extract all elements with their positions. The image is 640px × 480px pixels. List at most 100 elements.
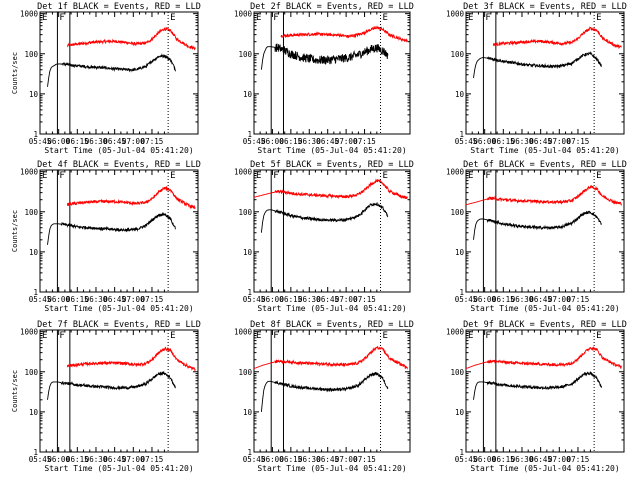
panel-title: Det 5f BLACK = Events, RED = LLD [250, 160, 414, 170]
y-tick-label: 100 [24, 50, 38, 59]
x-tick-label: 05:45 [243, 137, 266, 146]
x-tick-label: 06:45 [529, 295, 552, 304]
y-axis-label: Counts/sec [11, 370, 19, 412]
x-tick-label: 05:45 [455, 455, 478, 464]
y-axis-label: Counts/sec [11, 210, 19, 252]
x-tick-label: 07:00 [122, 455, 145, 464]
x-tick-label: 06:15 [66, 455, 89, 464]
x-tick-label: 06:45 [316, 137, 339, 146]
marker-label: F [485, 13, 490, 23]
x-tick-label: 07:00 [335, 455, 358, 464]
marker-label: E [42, 13, 47, 23]
marker-label: E [596, 331, 601, 341]
marker-label: F [59, 331, 64, 341]
x-tick-label: 05:45 [455, 137, 478, 146]
series-line-events [260, 371, 389, 412]
marker-label: E [468, 331, 473, 341]
marker-label: E [468, 13, 473, 23]
plot-frame [465, 11, 625, 135]
marker-label: F [59, 13, 64, 23]
x-tick-label: 05:45 [29, 295, 52, 304]
marker-label: E [170, 331, 175, 341]
marker-label: F [485, 331, 490, 341]
x-tick-label: 06:00 [473, 295, 496, 304]
y-tick-label: 10 [455, 248, 465, 257]
x-tick-label: 07:15 [141, 137, 164, 146]
y-tick-label: 100 [24, 208, 38, 217]
x-tick-label: 05:45 [29, 137, 52, 146]
x-tick-label: 06:15 [492, 137, 515, 146]
marker-label: E [256, 171, 261, 181]
x-axis-label: Start Time (05-Jul-04 05:41:20) [257, 146, 406, 155]
panel-title: Det 2f BLACK = Events, RED = LLD [250, 2, 414, 12]
x-tick-label: 06:30 [85, 137, 108, 146]
x-tick-label: 06:30 [511, 295, 534, 304]
y-tick-label: 1 [33, 288, 38, 297]
series-line-lld [253, 178, 408, 200]
panel-9: Det 9f BLACK = Events, RED = LLD 1 10 100 10… [446, 320, 627, 473]
x-axis-label: Start Time (05-Jul-04 05:41:20) [44, 304, 193, 313]
x-tick-label: 07:00 [122, 295, 145, 304]
x-tick-label: 07:15 [353, 455, 376, 464]
panel-4: Det 4f BLACK = Events, RED = LLD 1 10 100 10… [11, 160, 201, 313]
series-line-lld [465, 346, 622, 370]
x-tick-label: 06:45 [316, 295, 339, 304]
y-tick-label: 10 [243, 408, 253, 417]
x-tick-label: 06:15 [280, 295, 303, 304]
x-tick-label: 06:30 [298, 295, 321, 304]
marker-label: E [596, 13, 601, 23]
y-tick-label: 1000 [234, 328, 253, 337]
y-tick-label: 10 [29, 90, 39, 99]
series-line-events [260, 202, 389, 233]
y-tick-label: 10 [455, 408, 465, 417]
y-tick-label: 1 [459, 288, 464, 297]
panel-title: Det 4f BLACK = Events, RED = LLD [37, 160, 201, 170]
y-tick-label: 1 [247, 288, 252, 297]
series-line-events [47, 53, 177, 87]
y-tick-label: 1000 [234, 10, 253, 19]
x-tick-label: 06:00 [473, 137, 496, 146]
x-tick-label: 06:45 [529, 137, 552, 146]
marker-label: E [170, 13, 175, 23]
x-tick-label: 06:45 [103, 455, 126, 464]
x-tick-label: 07:00 [122, 137, 145, 146]
marker-label: E [596, 171, 601, 181]
y-tick-label: 1000 [20, 168, 39, 177]
marker-label: F [273, 331, 278, 341]
panel-2: Det 2f BLACK = Events, RED = LLD 1 10 100 10… [234, 2, 414, 155]
y-tick-label: 1 [33, 130, 38, 139]
y-tick-label: 1000 [446, 168, 465, 177]
marker-label: F [273, 171, 278, 181]
y-tick-label: 10 [455, 90, 465, 99]
y-tick-label: 1 [247, 448, 252, 457]
y-tick-label: 1 [33, 448, 38, 457]
y-tick-label: 1 [459, 448, 464, 457]
y-tick-label: 1000 [20, 10, 39, 19]
series-line-lld [253, 345, 408, 370]
x-tick-label: 06:15 [280, 455, 303, 464]
panel-3: Det 3f BLACK = Events, RED = LLD 1 10 100 10… [446, 2, 627, 155]
x-tick-label: 07:00 [548, 295, 571, 304]
y-tick-label: 1 [459, 130, 464, 139]
series-line-events [473, 370, 603, 400]
x-tick-label: 06:30 [298, 455, 321, 464]
plot-frame [39, 11, 199, 135]
y-tick-label: 100 [238, 208, 252, 217]
x-tick-label: 05:45 [29, 455, 52, 464]
y-tick-label: 1000 [20, 328, 39, 337]
series-line-lld [66, 346, 196, 372]
x-tick-label: 05:45 [455, 295, 478, 304]
x-tick-label: 06:15 [280, 137, 303, 146]
x-tick-label: 06:00 [261, 295, 284, 304]
marker-label: E [383, 13, 388, 23]
x-tick-label: 06:00 [47, 295, 70, 304]
x-tick-label: 06:00 [47, 137, 70, 146]
marker-label: E [42, 171, 47, 181]
marker-label: E [170, 171, 175, 181]
x-tick-label: 06:00 [47, 455, 70, 464]
series-line-events [47, 370, 176, 400]
panel-title: Det 1f BLACK = Events, RED = LLD [37, 2, 201, 12]
marker-label: E [42, 331, 47, 341]
x-tick-label: 06:45 [529, 455, 552, 464]
